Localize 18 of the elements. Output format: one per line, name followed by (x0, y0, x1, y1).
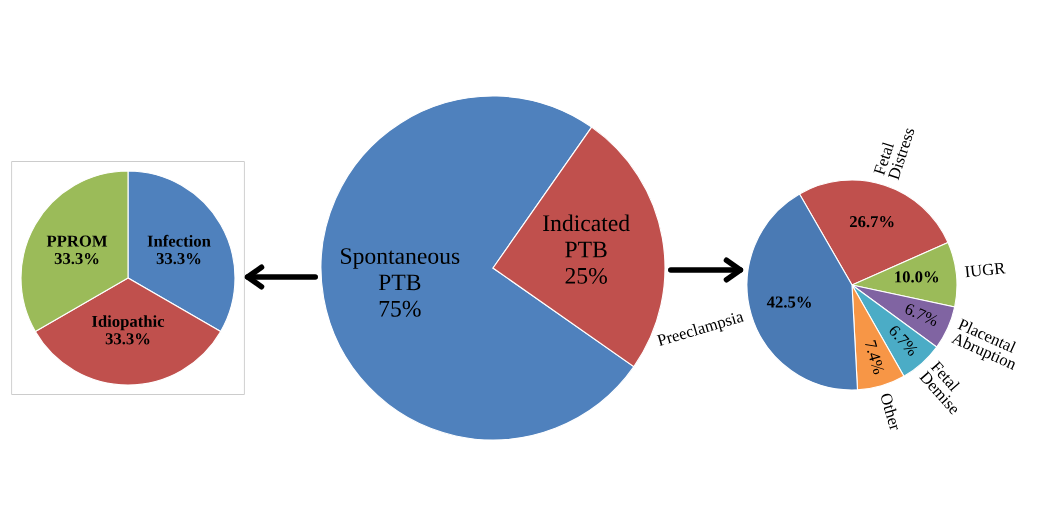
slice-label: Spontaneous PTB (341, 248, 460, 291)
data-label: 75% (379, 300, 421, 317)
data-label: 25% (565, 267, 607, 284)
data-label: 6.7% (904, 302, 940, 327)
slice-label: Indicated PTB (543, 214, 630, 258)
slice-label: Other (880, 392, 902, 432)
data-label: 33.3% (54, 252, 99, 265)
slice-label: Infection (147, 234, 211, 247)
data-label: 10.0% (895, 271, 939, 283)
slice-label: IUGR (964, 262, 1006, 278)
data-label: 33.3% (105, 333, 150, 345)
slice-label: PPROM (46, 235, 108, 247)
data-label: 42.5% (766, 296, 811, 308)
data-label: 26.7% (849, 216, 894, 228)
slice-label: Idiopathic (91, 315, 165, 331)
data-label: 7.4% (864, 339, 885, 375)
data-label: 33.3% (156, 252, 201, 265)
slice-label: Fetal Distress (872, 126, 915, 181)
